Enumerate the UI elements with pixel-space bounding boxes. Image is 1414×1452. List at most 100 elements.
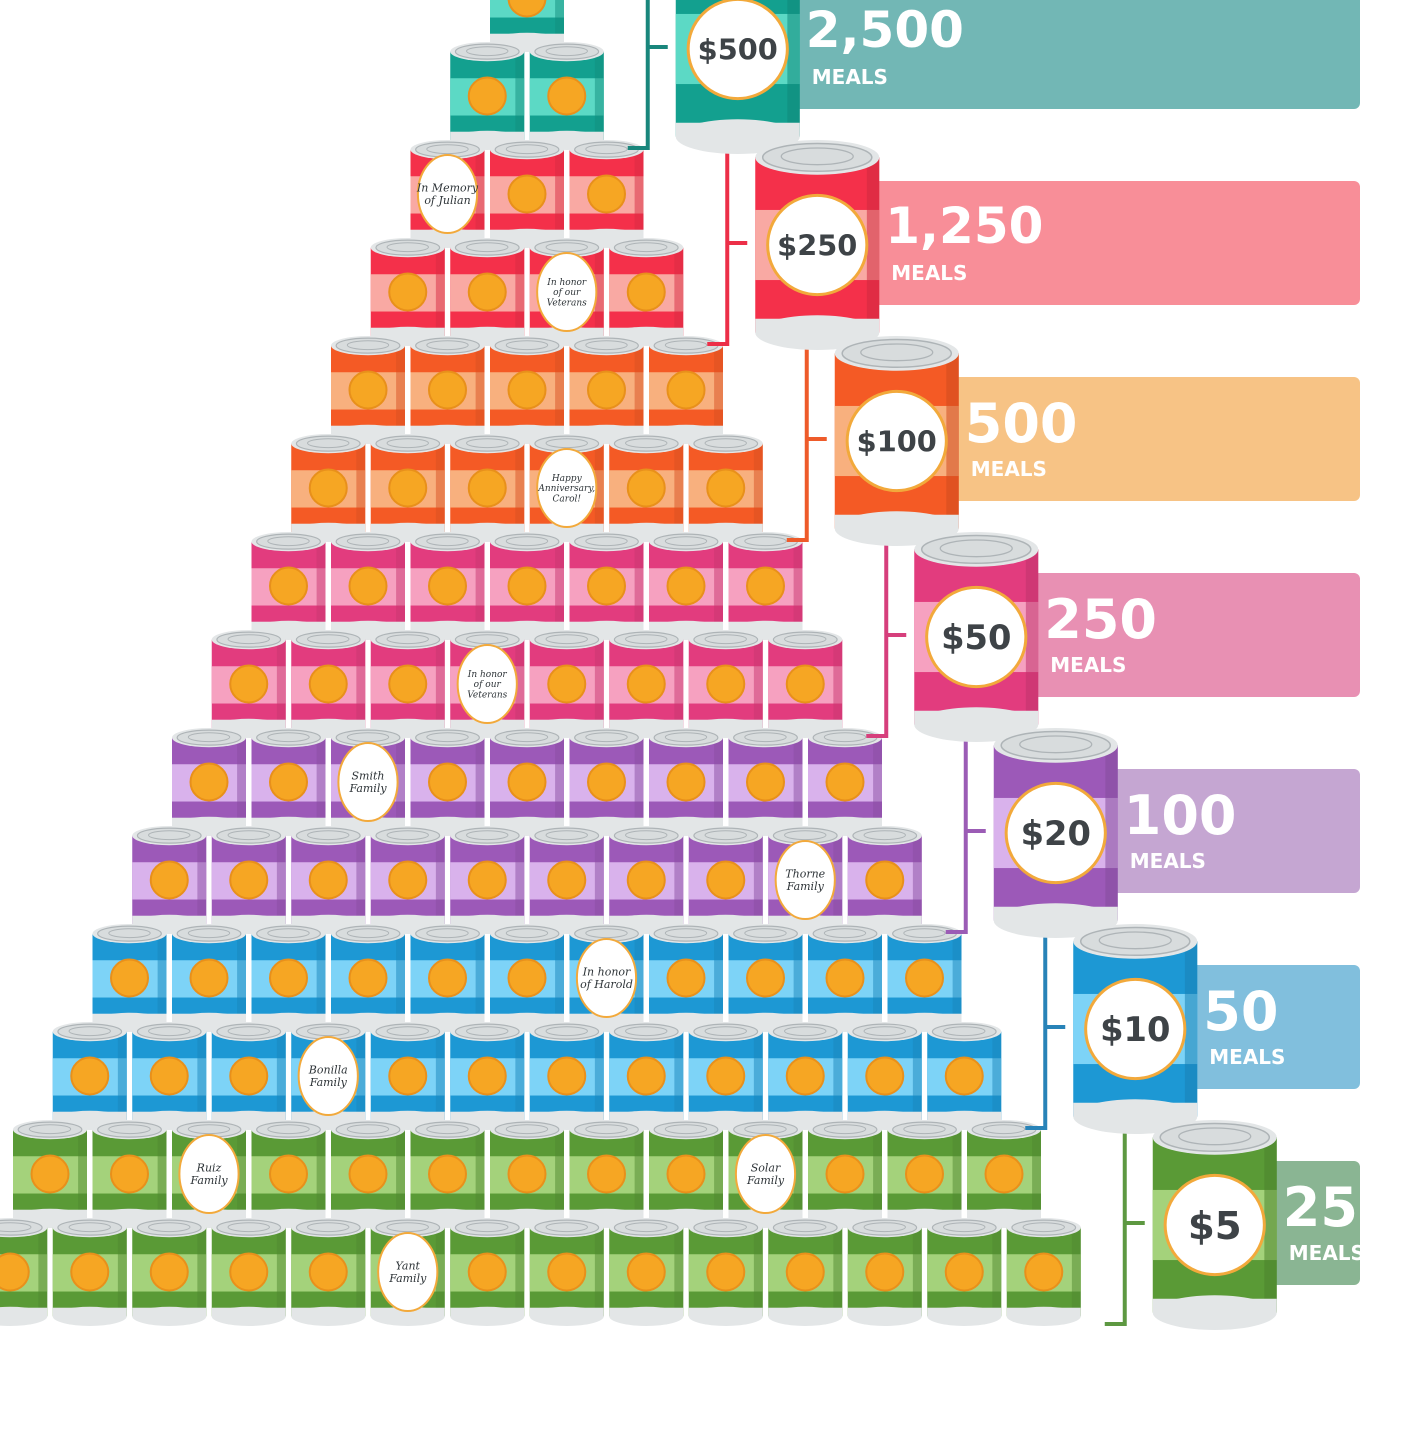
can: Yant Family [370, 1218, 445, 1326]
can-bottom-band [450, 1111, 525, 1121]
can-medallion [388, 664, 428, 704]
can [331, 532, 405, 640]
can-bottom-band [410, 1013, 485, 1023]
can-lid-ring [346, 340, 390, 351]
can-shade [38, 1227, 48, 1317]
can-shade [866, 157, 880, 333]
can-bottom-band [132, 915, 207, 925]
can-lid-ring [426, 732, 469, 743]
tier-bar [1270, 1161, 1360, 1285]
can-bottom-band [609, 719, 684, 729]
can [529, 1218, 604, 1326]
can-shade [793, 1129, 803, 1219]
can-lid-ring [704, 830, 747, 841]
can-medallion [467, 1252, 507, 1292]
can-bottom-band [688, 523, 763, 533]
can-medallion [229, 860, 269, 900]
can-shade [952, 933, 962, 1023]
can-bottom-band [1006, 1307, 1081, 1317]
can-medallion [428, 1154, 467, 1194]
can-lid-ring [307, 830, 350, 841]
can-shade [515, 247, 525, 337]
can-lid-ring [1098, 931, 1172, 950]
can-lid-ring [187, 928, 231, 939]
can-medallion [785, 1056, 825, 1096]
can-lid-ring [585, 340, 628, 351]
can-bottom-band [808, 817, 882, 827]
can-lid-ring [545, 634, 588, 645]
can [649, 924, 723, 1032]
can-bottom-band [728, 817, 803, 827]
can-lid-ring [585, 144, 628, 155]
can-medallion [428, 370, 467, 410]
can [410, 336, 485, 444]
can-shade [396, 541, 405, 631]
can-medallion [70, 1252, 110, 1292]
can-shade [753, 835, 763, 925]
can-medallion [229, 1056, 269, 1096]
can-shade [793, 933, 803, 1023]
can-medallion [626, 468, 666, 508]
can-lid-ring [664, 340, 708, 351]
can [649, 336, 723, 444]
can-bottom-band [211, 915, 286, 925]
can-bottom-band [370, 719, 445, 729]
meals-label: MEALS [970, 457, 1047, 481]
can-medallion [865, 1252, 905, 1292]
dedication-text: Ruiz Family [189, 1162, 228, 1188]
can-bottom-band [52, 1111, 127, 1121]
price-text: $250 [777, 228, 857, 262]
can-lid-ring [625, 830, 668, 841]
can-shade [237, 933, 246, 1023]
can [649, 532, 723, 640]
can-lid-ring [545, 830, 588, 841]
can-shade [833, 1227, 843, 1317]
can-shade [435, 443, 445, 533]
can [609, 434, 684, 542]
can-lid-ring [267, 1124, 310, 1135]
can-bottom-band [490, 817, 564, 827]
can [808, 728, 882, 836]
can-lid-ring [784, 634, 827, 645]
dedication-text: In honor of Harold [580, 966, 633, 992]
can-medallion [70, 1056, 110, 1096]
can-lid-ring [267, 536, 310, 547]
can-shade [873, 737, 882, 827]
can-medallion [666, 958, 706, 998]
can-medallion [507, 1154, 547, 1194]
dedication-text: Bonilla Family [308, 1064, 348, 1090]
can [490, 336, 564, 444]
can-shade [1032, 1129, 1041, 1219]
can-medallion [189, 762, 229, 802]
can-shade [197, 1031, 207, 1121]
price-text: $500 [698, 32, 778, 66]
price-text: $5 [1188, 1204, 1242, 1249]
can-medallion [626, 664, 666, 704]
can-shade [793, 541, 803, 631]
tier-bar [1191, 965, 1360, 1089]
can-shade [276, 1031, 286, 1121]
can-medallion [269, 958, 308, 998]
can-lid-ring [505, 928, 549, 939]
can-bottom-band [132, 1111, 207, 1121]
can [410, 728, 485, 836]
can-bottom-band [728, 1013, 803, 1023]
tier-price-can: $250 [755, 140, 880, 351]
can-shade [1105, 745, 1118, 921]
can [927, 1022, 1002, 1130]
can-bottom-band [331, 425, 405, 435]
can [291, 434, 366, 542]
can-shade [555, 541, 564, 631]
can-medallion [348, 1154, 388, 1194]
can [450, 1022, 525, 1130]
can-shade [197, 835, 207, 925]
dedication-label [536, 447, 598, 529]
can: In honor of our Veterans [450, 630, 525, 738]
dedication-text: Smith Family [348, 770, 387, 796]
can-bottom-band [410, 621, 485, 631]
can-bottom-band [529, 915, 604, 925]
can-bottom-band [132, 1307, 207, 1317]
can-bottom-band [649, 425, 723, 435]
meals-count: 2,500 [805, 1, 964, 59]
